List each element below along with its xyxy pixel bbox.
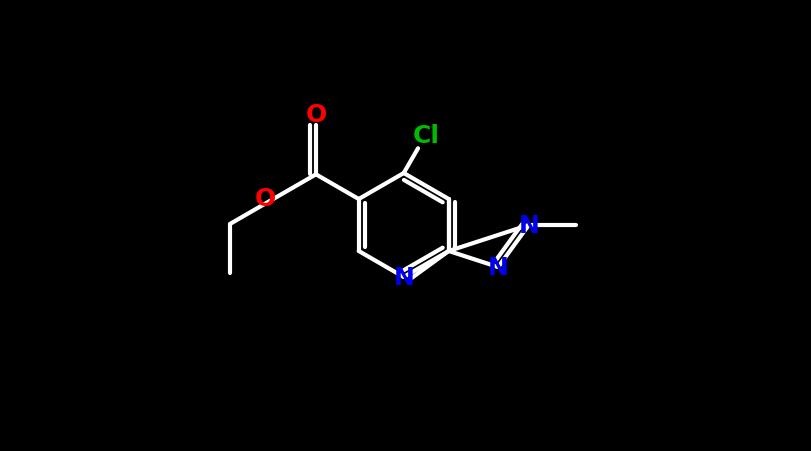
Text: Cl: Cl <box>412 124 439 147</box>
Text: N: N <box>517 213 539 238</box>
Text: N: N <box>487 255 508 280</box>
Text: O: O <box>305 102 326 126</box>
Text: N: N <box>393 265 414 290</box>
Text: O: O <box>254 187 276 211</box>
